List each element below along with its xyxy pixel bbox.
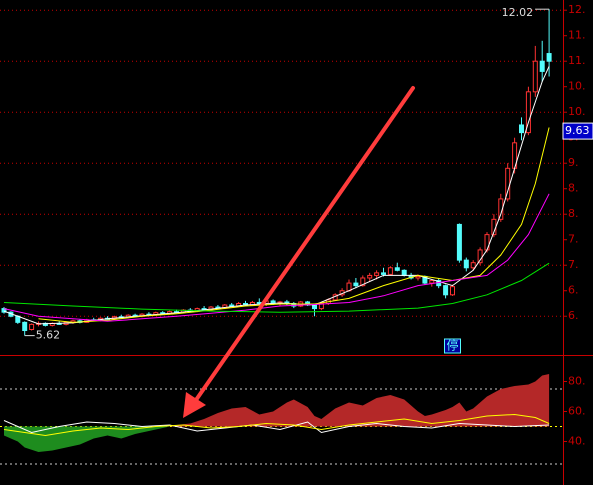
candle-body — [539, 60, 545, 72]
candle-body — [318, 302, 324, 310]
y-tick-label: 7. — [568, 233, 579, 246]
y-tick-label: 8. — [568, 207, 579, 220]
candle-body — [29, 323, 35, 330]
y-tick-label: 11. — [568, 29, 586, 42]
candle-body — [1, 308, 7, 313]
candle-body — [532, 60, 538, 93]
indicator-line — [3, 193, 550, 322]
y-tick-label: 8. — [568, 182, 579, 195]
candle-body — [463, 259, 469, 269]
candle-body — [519, 124, 524, 134]
indicator-line — [3, 262, 550, 313]
y-tick-label: 12. — [568, 3, 586, 16]
pointer-arrow — [183, 86, 415, 418]
candle-body — [360, 277, 366, 287]
price-marker-label: 9.63 — [565, 124, 590, 137]
candle-body — [443, 285, 449, 296]
price-marker-box — [562, 122, 593, 140]
y-tick-label: 40. — [568, 435, 586, 448]
y-tick-label: 60. — [568, 405, 586, 418]
indicator-line — [3, 420, 550, 434]
candle-body — [367, 274, 373, 279]
indicator-line — [3, 66, 550, 325]
annotation-label: 5.62 — [36, 329, 61, 342]
marks-layer — [1, 9, 552, 452]
candle-body — [546, 53, 552, 62]
arrow-head — [183, 392, 206, 418]
y-tick-label: 6. — [568, 284, 579, 297]
text-layer: 12.11.11.10.10.9.9.8.8.7.7.6.6.12.025.62… — [24, 3, 593, 448]
candle-body — [387, 267, 393, 275]
candle-body — [394, 267, 400, 271]
y-tick-label: 10. — [568, 80, 586, 93]
candle-body — [353, 282, 359, 287]
candle-body — [470, 262, 476, 269]
y-tick-label: 80. — [568, 375, 586, 388]
indicator-line — [38, 127, 550, 323]
flag-label: 停 — [446, 338, 458, 353]
candle-body — [525, 91, 531, 134]
y-tick-label: 7. — [568, 258, 579, 271]
candle-body — [381, 272, 386, 275]
candle-body — [312, 304, 317, 310]
grid-layer — [0, 9, 563, 465]
candle-body — [429, 280, 435, 284]
indicator-area — [4, 374, 550, 452]
candle-body — [22, 321, 28, 332]
flag-box — [444, 338, 461, 354]
y-tick-label: 9. — [568, 156, 579, 169]
candle-body — [374, 272, 380, 276]
candle-body — [229, 304, 235, 307]
candle-body — [450, 286, 455, 296]
candle-body — [415, 275, 421, 279]
candle-body — [456, 223, 462, 261]
y-tick-label: 11. — [568, 54, 586, 67]
arrow-shaft — [194, 86, 415, 402]
candle-body — [401, 269, 407, 276]
y-tick-label: 10. — [568, 105, 586, 118]
indicator-line — [3, 413, 550, 437]
annotation-label: 12.02 — [502, 6, 534, 19]
y-tick-label: 6. — [568, 309, 579, 322]
candle-body — [256, 301, 262, 304]
